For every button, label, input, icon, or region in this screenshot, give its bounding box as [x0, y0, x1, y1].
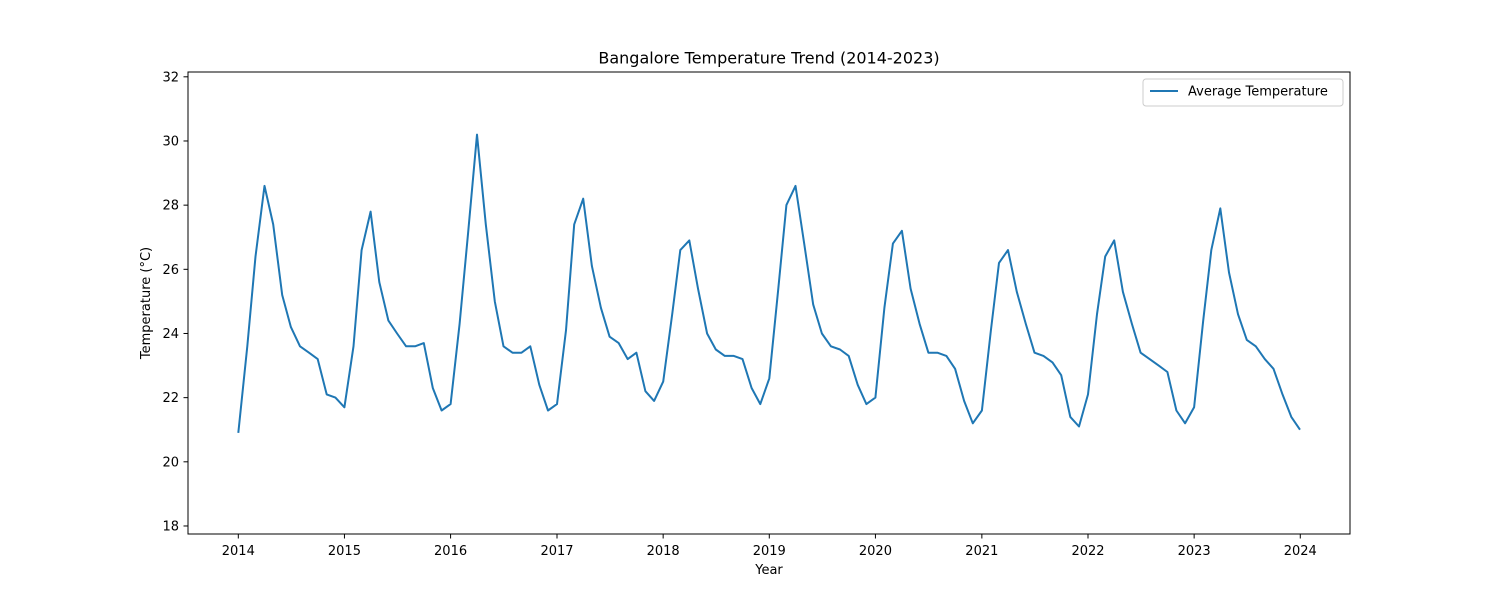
x-tick-label: 2020	[859, 544, 892, 559]
y-tick-label: 26	[162, 263, 179, 278]
plot-frame	[187, 71, 1351, 535]
y-tick-label: 24	[162, 327, 179, 342]
x-axis-label: Year	[754, 563, 783, 578]
axes-ticks: 2014 2015 2016 2017 2018 2019 2020 2021 2022 2023…	[162, 70, 1316, 559]
y-axis-label: Temperature (°C)	[139, 247, 154, 360]
chart-title: Bangalore Temperature Trend (2014-2023)	[598, 49, 939, 68]
legend-label-average-temperature: Average Temperature	[1188, 85, 1328, 100]
x-tick-label: 2019	[753, 544, 786, 559]
y-tick-label: 22	[162, 391, 179, 406]
y-tick-label: 32	[162, 70, 179, 85]
legend-box	[1142, 78, 1344, 107]
series-layer	[237, 133, 1301, 434]
y-tick-label: 30	[162, 134, 179, 149]
y-tick-label: 18	[162, 519, 179, 534]
x-tick-label: 2015	[328, 544, 361, 559]
x-tick-label: 2023	[1178, 544, 1211, 559]
legend: Average Temperature	[1142, 78, 1344, 107]
x-tick-label: 2016	[434, 544, 467, 559]
x-tick-label: 2018	[647, 544, 680, 559]
x-tick-label: 2017	[540, 544, 573, 559]
y-tick-label: 20	[162, 455, 179, 470]
series-line-average-temperature	[237, 133, 1301, 434]
x-tick-label: 2021	[965, 544, 998, 559]
y-tick-label: 28	[162, 199, 179, 214]
x-tick-label: 2024	[1284, 544, 1317, 559]
x-tick-label: 2022	[1071, 544, 1104, 559]
x-tick-label: 2014	[222, 544, 255, 559]
